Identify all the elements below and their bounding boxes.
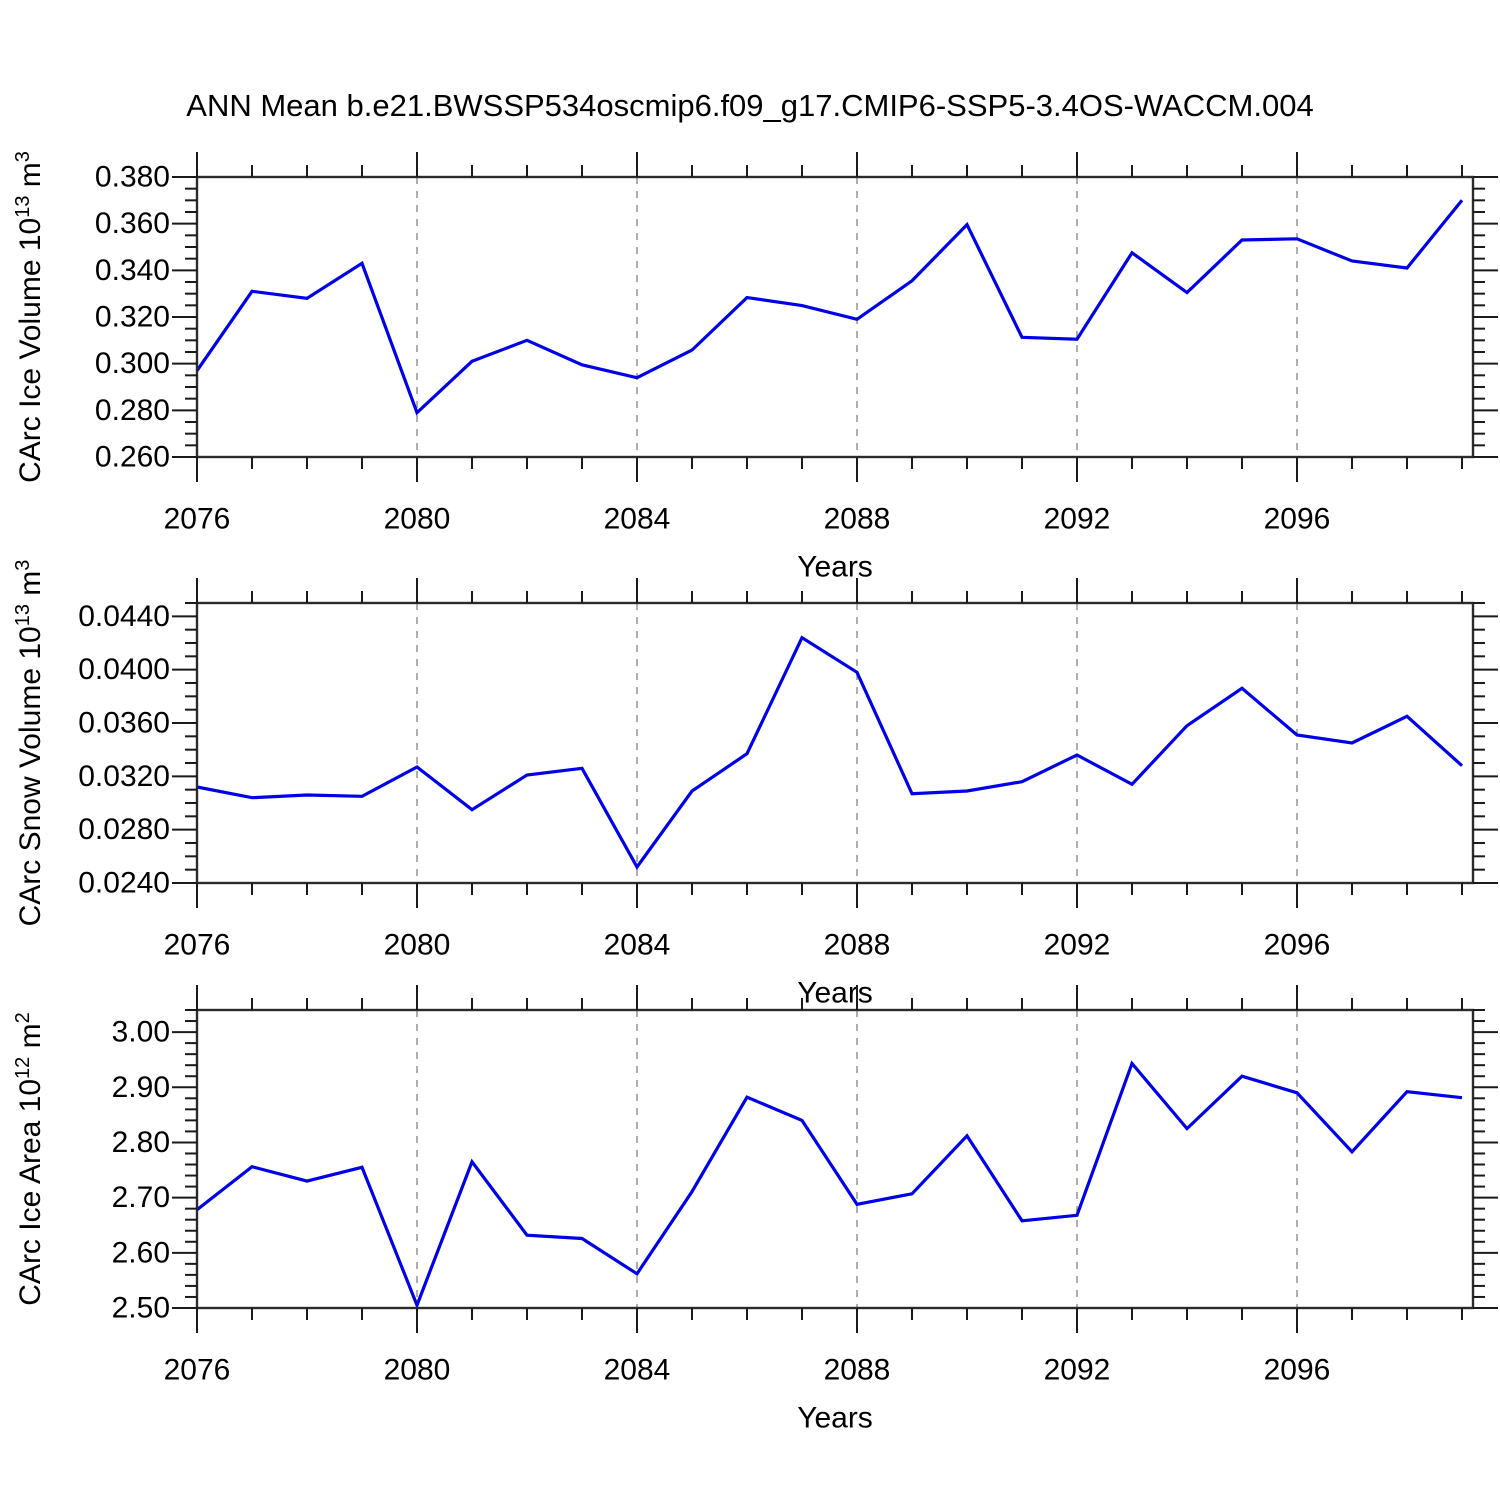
x-tick-label: 2096 xyxy=(1264,503,1331,536)
y-tick-label: 0.0280 xyxy=(78,813,170,846)
x-tick-label: 2084 xyxy=(604,503,671,536)
x-tick-label: 2084 xyxy=(604,1354,671,1387)
data-line xyxy=(196,635,1464,870)
figure-title: ANN Mean b.e21.BWSSP534oscmip6.f09_g17.C… xyxy=(186,88,1314,123)
panel-ice-area: 2076 2080 2084 2088 2092 2096 Years 2.50 2.60 2.7… xyxy=(12,985,1498,1435)
y-axis-label: CArc Ice Volume 1013 m3 xyxy=(12,151,47,483)
y-tick-label: 0.320 xyxy=(95,301,170,334)
y-tick-label: 0.260 xyxy=(95,441,170,474)
x-tick-label: 2092 xyxy=(1044,503,1111,536)
x-tick-label: 2076 xyxy=(164,929,231,962)
x-axis-label: Years xyxy=(797,977,873,1010)
y-tick-label: 0.300 xyxy=(95,347,170,380)
panel-ice-volume: 2076 2080 2084 2088 2092 2096 Years 0.260 0.280 0… xyxy=(12,151,1498,584)
y-tick-label: 0.0400 xyxy=(78,653,170,686)
x-tick-label: 2076 xyxy=(164,503,231,536)
x-tick-label: 2096 xyxy=(1264,1354,1331,1387)
panel-snow-volume: 2076 2080 2084 2088 2092 2096 Years 0.0240 0.028… xyxy=(12,560,1498,1010)
x-axis-label: Years xyxy=(797,551,873,584)
data-line xyxy=(196,1060,1463,1310)
x-tick-label: 2080 xyxy=(384,503,451,536)
x-tick-label: 2080 xyxy=(384,929,451,962)
x-tick-label: 2076 xyxy=(164,1354,231,1387)
y-tick-label: 2.90 xyxy=(112,1071,170,1104)
y-tick-label: 0.0240 xyxy=(78,867,170,900)
x-axis-label: Years xyxy=(797,1402,873,1435)
y-tick-label: 0.0360 xyxy=(78,707,170,740)
y-tick-label: 3.00 xyxy=(112,1016,170,1049)
x-tick-label: 2084 xyxy=(604,929,671,962)
y-tick-label: 2.50 xyxy=(112,1292,170,1325)
y-axis-label: CArc Ice Area 1012 m2 xyxy=(12,1012,47,1305)
x-tick-label: 2088 xyxy=(824,929,891,962)
y-tick-label: 0.0320 xyxy=(78,760,170,793)
y-tick-label: 0.340 xyxy=(95,254,170,287)
y-tick-label: 0.380 xyxy=(95,161,170,194)
x-tick-label: 2080 xyxy=(384,1354,451,1387)
data-line xyxy=(195,199,1464,416)
x-tick-label: 2088 xyxy=(824,1354,891,1387)
y-tick-label: 0.280 xyxy=(95,394,170,427)
y-tick-label: 2.70 xyxy=(112,1181,170,1214)
plot-frame xyxy=(195,601,1475,885)
x-tick-label: 2092 xyxy=(1044,1354,1111,1387)
x-tick-label: 2092 xyxy=(1044,929,1111,962)
y-tick-label: 0.360 xyxy=(95,207,170,240)
plot-frame xyxy=(195,1008,1475,1310)
x-tick-label: 2096 xyxy=(1264,929,1331,962)
y-axis-label: CArc Snow Volume 1013 m3 xyxy=(12,560,47,927)
y-tick-label: 2.80 xyxy=(112,1126,170,1159)
y-tick-label: 2.60 xyxy=(112,1236,170,1269)
y-tick-label: 0.0440 xyxy=(78,600,170,633)
plot-frame xyxy=(195,175,1475,459)
x-tick-label: 2088 xyxy=(824,503,891,536)
